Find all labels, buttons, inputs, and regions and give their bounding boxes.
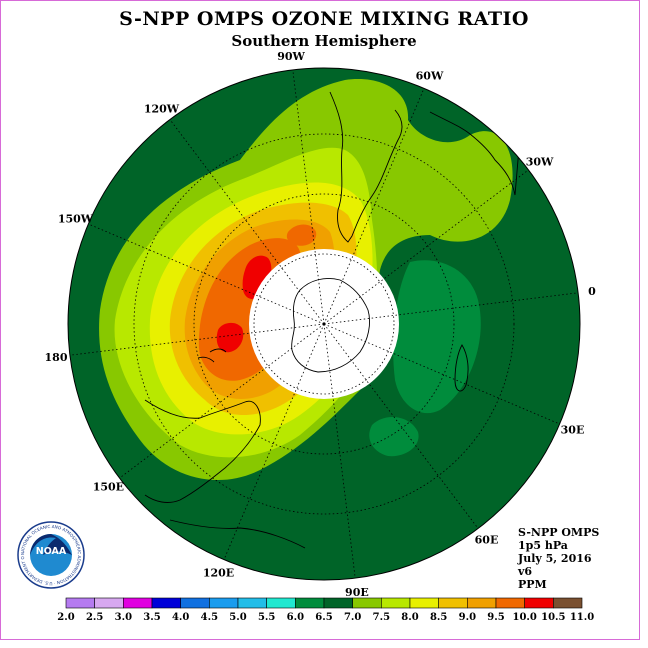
meridian-line xyxy=(88,223,325,325)
meridian-line xyxy=(323,323,356,579)
south-pole-marker xyxy=(322,322,326,326)
colorbar-tick-label: 7.0 xyxy=(344,612,361,623)
colorbar-swatch xyxy=(65,597,95,609)
colorbar-tick-label: 5.0 xyxy=(229,612,246,623)
map-boundary xyxy=(67,67,581,581)
pressure-level: 1p5 hPa xyxy=(518,539,568,552)
colorbar-swatch xyxy=(266,597,296,609)
metadata-block: S-NPP OMPS 1p5 hPa July 5, 2016 v6 PPM xyxy=(518,526,599,591)
ozone-region-9.5-upper xyxy=(286,224,317,246)
latitude-circle-inner xyxy=(253,253,395,395)
colorbar-swatch xyxy=(209,597,239,609)
longitude-label: 120W xyxy=(144,102,180,115)
colorbar-tick-label: 2.5 xyxy=(86,612,103,623)
data-version: v6 xyxy=(518,565,533,578)
longitude-label: 90W xyxy=(277,50,305,63)
meridian-line xyxy=(323,88,425,325)
instrument-label: S-NPP OMPS xyxy=(518,526,600,539)
longitude-label: 30E xyxy=(561,424,585,437)
longitude-label: 120E xyxy=(203,567,234,580)
longitude-label: 90E xyxy=(345,586,369,599)
colorbar-tick-label: 6.0 xyxy=(287,612,304,623)
colorbar-tick-label: 7.5 xyxy=(373,612,390,623)
colorbar-swatch xyxy=(180,597,210,609)
longitude-label: 180 xyxy=(45,351,68,364)
coast-madagascar xyxy=(454,344,469,392)
meridian-line xyxy=(69,323,325,356)
colorbar-swatch xyxy=(295,597,325,609)
colorbar-swatch xyxy=(151,597,181,609)
latitude-circle-outer xyxy=(133,133,515,515)
colorbar-swatch xyxy=(381,597,411,609)
colorbar-tick-label: 3.5 xyxy=(143,612,160,623)
image-frame xyxy=(0,0,640,640)
colorbar-tick-labels: 2.0 2.5 3.0 3.5 4.0 4.5 5.0 5.5 6.0 6.5 7.0 7.5 8.0 8… xyxy=(57,612,594,623)
colorbar-swatches xyxy=(65,597,583,609)
ozone-max-10.0-lower xyxy=(216,322,244,353)
colorbar-tick-label: 2.0 xyxy=(57,612,74,623)
colorbar-swatch xyxy=(495,597,525,609)
latitude-circle-middle xyxy=(193,193,455,455)
colorbar-swatch xyxy=(467,597,497,609)
meridian-line xyxy=(323,169,529,325)
ozone-region-6.0-east xyxy=(393,260,481,414)
longitude-label: 150E xyxy=(93,481,124,494)
map-subtitle: Southern Hemisphere xyxy=(231,32,417,50)
colorbar-tick-label: 5.5 xyxy=(258,612,275,623)
colorbar-swatch xyxy=(524,597,554,609)
colorbar-tick-label: 8.5 xyxy=(430,612,447,623)
logo-bird-wing xyxy=(30,534,72,555)
units-label: PPM xyxy=(518,578,547,591)
meridian-line xyxy=(223,323,325,560)
polar-map: 90W 60W 30W 0 30E 60E 90E 120E 150E 180 150W 120W xyxy=(45,50,597,599)
observation-date: July 5, 2016 xyxy=(518,552,592,565)
longitude-label: 60W xyxy=(416,70,444,83)
colorbar-tick-label: 3.0 xyxy=(115,612,132,623)
longitude-label: 0 xyxy=(588,285,596,298)
longitude-label: 150W xyxy=(58,213,94,226)
colorbar-swatch xyxy=(94,597,124,609)
colorbar-swatch xyxy=(237,597,267,609)
colorbar-tick-label: 10.0 xyxy=(512,612,536,623)
colorbar-swatch xyxy=(409,597,439,609)
coast-south-america xyxy=(329,91,403,243)
meridian-line xyxy=(169,119,325,325)
colorbar-swatch xyxy=(323,597,353,609)
meridian-line xyxy=(323,323,479,529)
meridian-line xyxy=(323,292,579,325)
colorbar-tick-label: 8.0 xyxy=(401,612,418,623)
coast-antarctica xyxy=(291,278,371,373)
logo-wordmark: NOAA xyxy=(36,546,67,557)
colorbar-tick-label: 9.5 xyxy=(487,612,504,623)
colorbar-swatch xyxy=(553,597,583,609)
noaa-logo: NATIONAL OCEANIC AND ATMOSPHERIC ADMINIS… xyxy=(16,520,85,589)
coast-indonesia xyxy=(169,519,306,549)
colorbar-swatch xyxy=(352,597,382,609)
coast-australia xyxy=(144,399,261,503)
longitude-label: 60E xyxy=(475,534,499,547)
colorbar-tick-label: 11.0 xyxy=(570,612,594,623)
colorbar-tick-label: 10.5 xyxy=(541,612,565,623)
map-title: S-NPP OMPS OZONE MIXING RATIO xyxy=(119,8,529,30)
coast-new-zealand xyxy=(197,348,227,363)
colorbar-swatch xyxy=(438,597,468,609)
meridian-line xyxy=(323,323,560,425)
meridian-line xyxy=(119,323,325,479)
colorbar-tick-label: 6.5 xyxy=(315,612,332,623)
longitude-labels: 90W 60W 30W 0 30E 60E 90E 120E 150E 180 150W 120W xyxy=(45,50,597,599)
ozone-region-6.0-south xyxy=(369,416,419,457)
colorbar-tick-label: 4.5 xyxy=(201,612,218,623)
colorbar: 2.0 2.5 3.0 3.5 4.0 4.5 5.0 5.5 6.0 6.5 7.0 7.5 8.0 8… xyxy=(57,597,594,623)
colorbar-tick-label: 4.0 xyxy=(172,612,189,623)
colorbar-swatch xyxy=(123,597,153,609)
graticule xyxy=(69,69,579,579)
longitude-label: 30W xyxy=(526,156,554,169)
meridian-line xyxy=(292,69,325,325)
colorbar-tick-label: 9.0 xyxy=(459,612,476,623)
